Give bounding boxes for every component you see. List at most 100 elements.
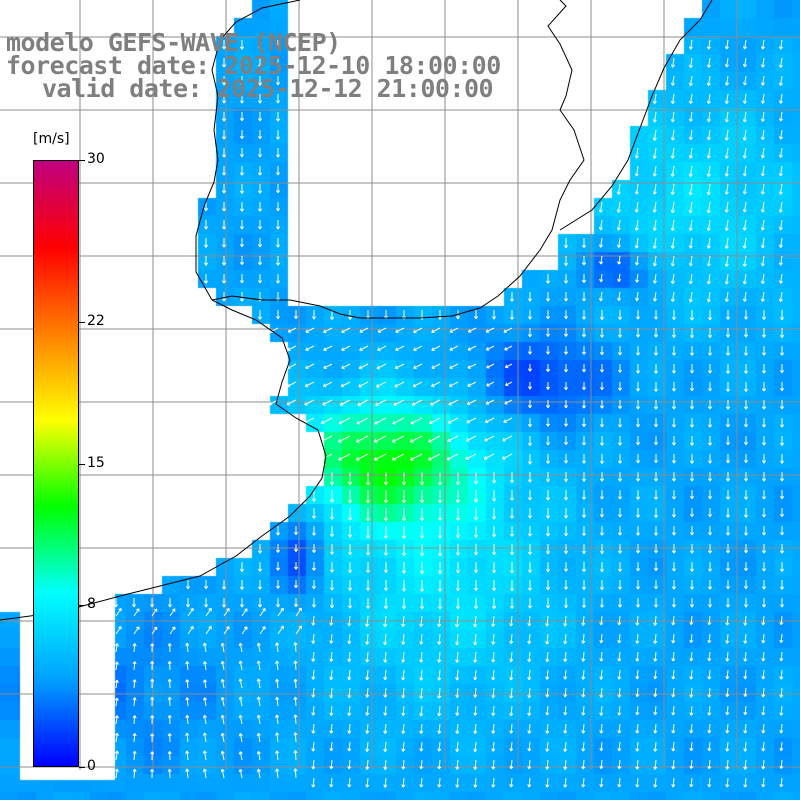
wind-arrow (671, 346, 677, 356)
wind-arrow (688, 201, 693, 214)
wind-arrow (779, 472, 785, 482)
wind-arrow (257, 598, 263, 608)
wind-arrow (322, 381, 333, 388)
wind-arrow (221, 184, 227, 194)
wind-arrow (419, 526, 425, 539)
wind-arrow (97, 608, 104, 617)
wind-arrow (725, 472, 731, 482)
wind-arrow (365, 687, 370, 698)
wind-arrow (760, 147, 765, 159)
wind-arrow (401, 526, 407, 539)
wind-arrow (257, 310, 263, 320)
wind-arrow (256, 696, 261, 707)
wind-arrow (652, 183, 657, 195)
wind-arrow (132, 715, 137, 725)
wind-arrow (473, 723, 478, 734)
wind-arrow (275, 750, 280, 761)
wind-arrow (653, 598, 659, 608)
wind-arrow (329, 633, 334, 644)
wind-arrow (412, 381, 423, 388)
wind-arrow (437, 598, 443, 610)
wind-arrow (527, 292, 533, 302)
wind-arrow (634, 147, 639, 159)
wind-arrow (724, 219, 729, 231)
wind-arrow (617, 382, 623, 391)
wind-arrow (383, 687, 388, 698)
wind-arrow (437, 741, 442, 752)
wind-arrow (401, 687, 406, 699)
wind-arrow (395, 327, 405, 333)
wind-arrow (455, 705, 460, 716)
wind-arrow (779, 418, 785, 428)
wind-arrow (275, 148, 281, 158)
wind-arrow (319, 435, 333, 443)
wind-arrow (150, 696, 155, 707)
wind-arrow (527, 777, 532, 788)
wind-arrow (707, 580, 713, 590)
wind-arrow (347, 651, 352, 663)
wind-arrow (467, 327, 477, 333)
wind-arrow (323, 363, 333, 369)
wind-arrow (239, 76, 245, 86)
wind-arrow (239, 166, 245, 176)
wind-arrow (419, 633, 424, 645)
wind-arrow (725, 615, 730, 626)
wind-arrow (581, 741, 586, 752)
wind-arrow (473, 705, 478, 716)
wind-arrow (635, 400, 641, 410)
wind-arrow (311, 633, 316, 644)
wind-arrow (581, 292, 587, 302)
wind-arrow (707, 382, 713, 392)
wind-arrow (356, 417, 369, 425)
wind-arrow (653, 346, 659, 356)
wind-arrow (635, 382, 641, 392)
wind-arrow (563, 472, 569, 482)
wind-arrow (545, 526, 551, 537)
wind-arrow (581, 615, 586, 626)
wind-arrow (671, 400, 677, 410)
wind-arrow (671, 723, 676, 734)
wind-arrow (329, 562, 335, 573)
wind-arrow (455, 651, 460, 663)
wind-arrow (653, 615, 658, 626)
wind-arrow (437, 777, 442, 788)
wind-arrow (778, 93, 783, 104)
wind-arrow (617, 741, 622, 752)
wind-arrow (473, 598, 479, 610)
wind-arrow (724, 183, 729, 195)
wind-arrow (311, 598, 317, 608)
wind-arrow (223, 626, 230, 635)
wind-arrow (257, 40, 263, 50)
wind-arrow (466, 417, 477, 424)
wind-arrow (150, 751, 155, 761)
wind-arrow (653, 526, 659, 536)
wind-arrow (635, 436, 641, 446)
wind-arrow (581, 508, 587, 518)
wind-arrow (617, 310, 623, 320)
wind-arrow (742, 201, 747, 213)
wind-arrow (202, 714, 207, 725)
wind-arrow (238, 696, 243, 707)
wind-arrow (448, 399, 459, 406)
wind-arrow (725, 759, 730, 770)
wind-arrow (653, 418, 659, 428)
wind-arrow (761, 472, 767, 482)
wind-arrow (275, 256, 281, 266)
wind-arrow (707, 472, 713, 482)
colorbar-tick-mark (79, 767, 85, 768)
wind-arrow (473, 741, 478, 753)
wind-arrow (365, 490, 371, 504)
wind-arrow (742, 255, 747, 267)
wind-arrow (671, 777, 676, 788)
wind-arrow (743, 400, 749, 410)
wind-arrow (185, 732, 190, 743)
wind-arrow (742, 57, 747, 68)
wind-arrow (743, 777, 748, 788)
wind-arrow (599, 273, 604, 283)
wind-arrow (778, 39, 783, 50)
wind-arrow (688, 255, 693, 267)
wind-arrow (239, 184, 245, 194)
wind-arrow (706, 201, 711, 214)
wind-arrow (671, 669, 676, 680)
wind-arrow (150, 768, 155, 779)
